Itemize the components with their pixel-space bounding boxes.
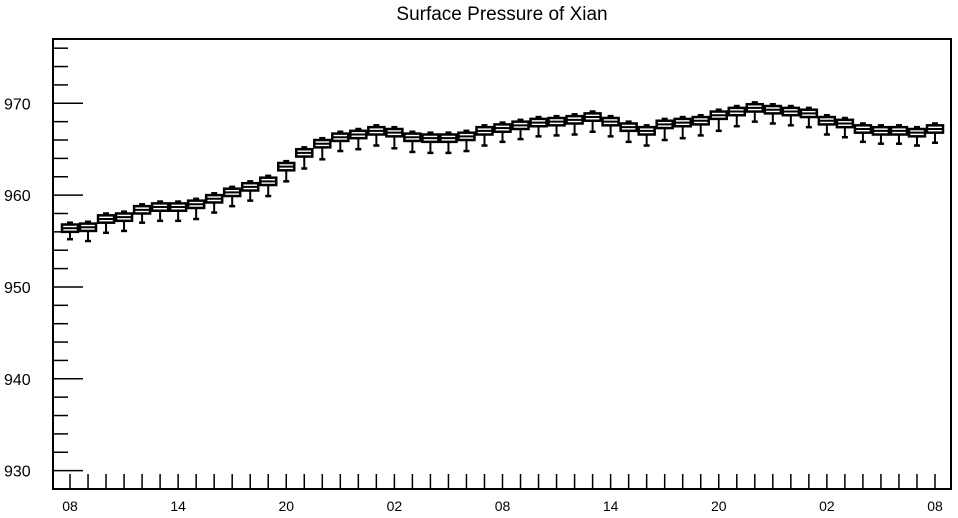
box-item [565,113,584,136]
box-item [258,174,278,198]
box-item [96,212,116,235]
box-item [204,192,224,214]
box-item [925,122,945,145]
box-item [817,113,837,136]
box-item [114,210,134,233]
box-item [601,114,620,138]
y-tick-label: 960 [4,188,31,205]
box-item [60,221,80,241]
x-tick-label: 08 [62,498,78,514]
box-item [763,102,783,125]
box-item [781,104,801,127]
box-item [655,117,674,142]
box-item [871,124,891,145]
box-item [367,124,386,147]
box-item [132,203,152,224]
box-item [637,124,656,147]
y-axis: 930 940 950 960 970 [4,47,83,490]
box-item [547,114,566,137]
x-tick-label: 08 [927,498,943,514]
y-tick-label: 940 [4,372,31,389]
box-item [853,122,873,144]
box-item [889,124,909,145]
box-item [709,108,728,133]
x-tick-label: 14 [603,498,619,514]
box-item [907,125,927,147]
box-item [439,131,458,155]
x-tick-label: 02 [387,498,403,514]
box-item [331,130,350,153]
box-item [583,110,602,134]
box-item [222,185,242,208]
box-item [277,159,296,183]
box-item [457,129,476,153]
y-tick-label: 950 [4,280,31,297]
x-tick-label: 20 [278,498,294,514]
box-item [313,136,332,161]
box-item [403,130,422,154]
y-tick-label: 970 [4,96,31,113]
x-tick-label: 08 [495,498,511,514]
box-item [835,116,855,139]
x-axis: 08 14 20 02 08 14 20 02 08 [62,474,943,514]
box-item [727,104,747,128]
y-tick-label: 930 [4,464,31,481]
box-item [691,113,710,137]
box-item [511,118,530,141]
box-item [349,127,368,151]
box-item [475,124,494,147]
box-item [295,146,314,170]
x-tick-label: 02 [819,498,835,514]
box-item [493,121,512,144]
x-tick-label: 20 [711,498,727,514]
box-item [186,197,206,221]
box-item [673,115,692,140]
box-item [529,115,548,138]
box-item [78,220,98,243]
box-item [150,200,170,223]
box-item [168,200,188,223]
box-item [240,180,260,202]
x-tick-label: 14 [170,498,186,514]
plot-frame [52,38,952,490]
box-item [745,101,765,123]
box-item [385,125,404,150]
chart-title: Surface Pressure of Xian [396,4,608,25]
boxes-group [60,101,945,243]
box-item [421,131,440,155]
box-item [619,120,638,144]
box-item [799,106,819,129]
